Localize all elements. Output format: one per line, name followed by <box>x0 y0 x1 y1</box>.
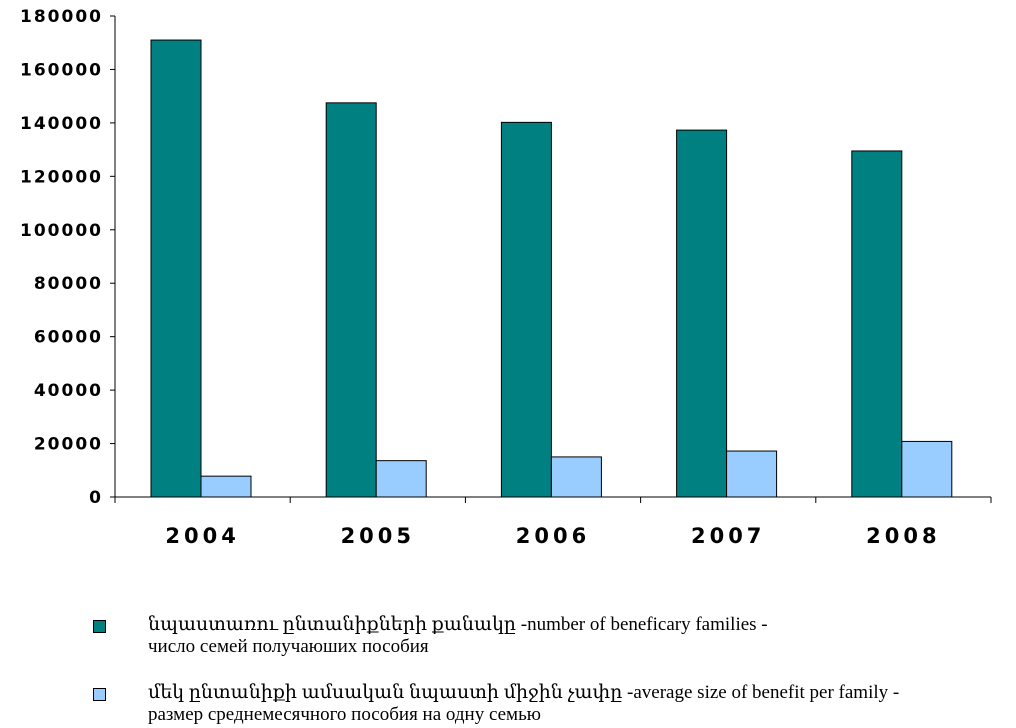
y-tick-label: 60000 <box>34 328 103 348</box>
legend-label: մեկ ընտանիքի ամսական նպաստի միջին չափը -… <box>148 682 1008 726</box>
x-axis: 2004 2005 2006 2007 2008 <box>114 496 992 548</box>
bar-series-1 <box>851 150 903 498</box>
x-tick-label: 2007 <box>691 524 765 548</box>
bar-series-2 <box>726 450 778 498</box>
y-axis: 0 20000 40000 60000 80000 100000 120000 140000 1… <box>20 7 116 508</box>
y-tick-label: 20000 <box>34 435 103 455</box>
y-tick-label: 80000 <box>34 274 103 294</box>
bar-series-1 <box>500 121 552 498</box>
legend-label-line-1: նպաստառու ընտանիքների քանակը -number of … <box>148 614 768 635</box>
x-tick-label: 2008 <box>866 524 940 548</box>
x-tick-label: 2005 <box>341 524 415 548</box>
legend-swatch-teal <box>93 620 106 633</box>
y-tick-label: 160000 <box>20 60 103 80</box>
bar-series-2 <box>550 456 602 498</box>
legend-swatch-light-blue <box>93 688 106 701</box>
bar-series-2 <box>901 440 953 498</box>
y-tick-label: 140000 <box>20 114 103 134</box>
legend-label-line-1: մեկ ընտանիքի ամսական նպաստի միջին չափը -… <box>148 682 900 703</box>
x-tick-label: 2004 <box>165 524 239 548</box>
y-tick-label: 180000 <box>20 7 103 27</box>
bars <box>150 39 953 498</box>
bar-series-2 <box>200 475 252 498</box>
bar-series-1 <box>150 39 202 498</box>
y-tick-label: 100000 <box>20 221 103 241</box>
y-tick-label: 0 <box>89 488 103 508</box>
legend-label-line-2: размер среднемесячного пособия на одну с… <box>148 704 541 725</box>
bar-series-2 <box>375 460 427 498</box>
y-tick-label: 120000 <box>20 167 103 187</box>
bar-series-1 <box>676 129 728 498</box>
bar-series-1 <box>325 102 377 498</box>
x-tick-label: 2006 <box>516 524 590 548</box>
legend-label-line-2: число семей получаюших пособия <box>148 636 429 657</box>
legend-label: նպաստառու ընտանիքների քանակը -number of … <box>148 614 1008 658</box>
y-tick-label: 40000 <box>34 381 103 401</box>
